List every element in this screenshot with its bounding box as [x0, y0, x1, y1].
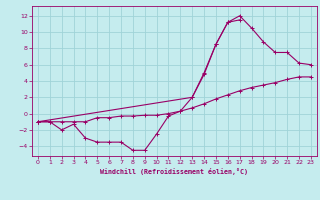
- X-axis label: Windchill (Refroidissement éolien,°C): Windchill (Refroidissement éolien,°C): [100, 168, 248, 175]
